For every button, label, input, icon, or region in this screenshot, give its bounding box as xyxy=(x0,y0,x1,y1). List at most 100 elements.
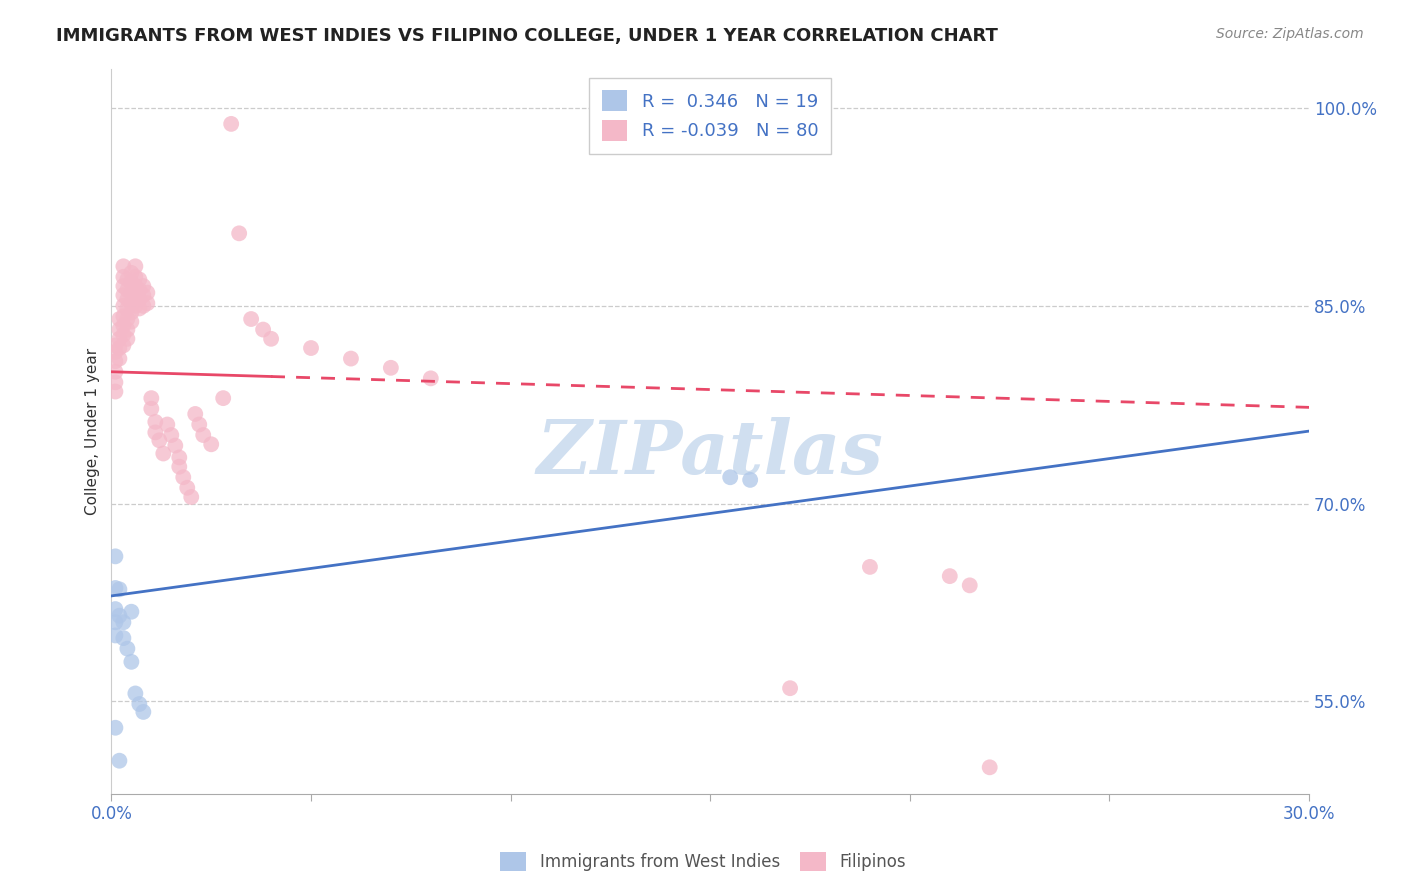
Point xyxy=(120,266,142,280)
Point xyxy=(143,415,166,429)
Point xyxy=(120,296,142,310)
Point xyxy=(184,407,207,421)
Point xyxy=(128,697,150,711)
Point xyxy=(169,459,191,474)
Point xyxy=(340,351,363,366)
Point xyxy=(148,434,170,448)
Point xyxy=(104,345,127,359)
Point xyxy=(112,327,135,342)
Point xyxy=(104,721,127,735)
Point xyxy=(132,299,155,313)
Point xyxy=(380,360,402,375)
Point xyxy=(104,615,127,630)
Point xyxy=(859,560,882,574)
Point xyxy=(104,384,127,399)
Point xyxy=(165,439,187,453)
Point xyxy=(136,285,159,300)
Point xyxy=(104,581,127,595)
Point xyxy=(112,310,135,324)
Point xyxy=(104,602,127,616)
Point xyxy=(120,285,142,300)
Point xyxy=(252,322,274,336)
Point xyxy=(108,582,131,597)
Point xyxy=(240,312,263,326)
Point xyxy=(156,417,179,432)
Point xyxy=(228,227,250,241)
Point xyxy=(176,481,198,495)
Point xyxy=(979,760,1001,774)
Point xyxy=(108,332,131,346)
Point xyxy=(136,296,159,310)
Point xyxy=(141,401,163,416)
Point xyxy=(124,299,146,313)
Point xyxy=(112,615,135,630)
Point xyxy=(169,450,191,465)
Point xyxy=(104,354,127,368)
Point xyxy=(112,318,135,333)
Y-axis label: College, Under 1 year: College, Under 1 year xyxy=(86,348,100,515)
Point xyxy=(132,288,155,302)
Point xyxy=(108,754,131,768)
Point xyxy=(120,305,142,319)
Point xyxy=(779,681,801,696)
Point xyxy=(939,569,962,583)
Point xyxy=(117,292,139,306)
Point xyxy=(104,628,127,642)
Point xyxy=(160,428,183,442)
Point xyxy=(112,260,135,274)
Point xyxy=(143,425,166,440)
Point xyxy=(959,578,981,592)
Point xyxy=(120,315,142,329)
Point xyxy=(128,292,150,306)
Point xyxy=(260,332,283,346)
Point xyxy=(124,686,146,700)
Point xyxy=(108,312,131,326)
Point xyxy=(740,473,762,487)
Point xyxy=(193,428,215,442)
Point xyxy=(172,470,194,484)
Point xyxy=(117,312,139,326)
Point xyxy=(117,322,139,336)
Point xyxy=(718,470,741,484)
Point xyxy=(104,338,127,352)
Point xyxy=(117,641,139,656)
Point xyxy=(112,299,135,313)
Point xyxy=(141,391,163,405)
Point xyxy=(152,446,174,460)
Point xyxy=(132,279,155,293)
Point xyxy=(299,341,322,355)
Text: Source: ZipAtlas.com: Source: ZipAtlas.com xyxy=(1216,27,1364,41)
Point xyxy=(180,490,202,504)
Point xyxy=(124,269,146,284)
Point xyxy=(128,301,150,316)
Point xyxy=(104,376,127,390)
Point xyxy=(124,288,146,302)
Point xyxy=(200,437,222,451)
Point xyxy=(108,341,131,355)
Point xyxy=(117,272,139,286)
Point xyxy=(120,275,142,289)
Point xyxy=(108,351,131,366)
Point xyxy=(104,549,127,564)
Point xyxy=(419,371,441,385)
Point xyxy=(212,391,235,405)
Point xyxy=(112,269,135,284)
Point xyxy=(112,338,135,352)
Point xyxy=(108,608,131,623)
Point xyxy=(219,117,242,131)
Point xyxy=(188,417,211,432)
Text: IMMIGRANTS FROM WEST INDIES VS FILIPINO COLLEGE, UNDER 1 YEAR CORRELATION CHART: IMMIGRANTS FROM WEST INDIES VS FILIPINO … xyxy=(56,27,998,45)
Point xyxy=(112,631,135,645)
Point xyxy=(117,301,139,316)
Point xyxy=(117,332,139,346)
Point xyxy=(124,279,146,293)
Point xyxy=(117,283,139,297)
Point xyxy=(108,322,131,336)
Point xyxy=(120,655,142,669)
Point xyxy=(120,605,142,619)
Legend: Immigrants from West Indies, Filipinos: Immigrants from West Indies, Filipinos xyxy=(491,843,915,880)
Legend: R =  0.346   N = 19, R = -0.039   N = 80: R = 0.346 N = 19, R = -0.039 N = 80 xyxy=(589,78,831,153)
Point xyxy=(112,288,135,302)
Text: ZIPatlas: ZIPatlas xyxy=(537,417,884,489)
Point xyxy=(124,260,146,274)
